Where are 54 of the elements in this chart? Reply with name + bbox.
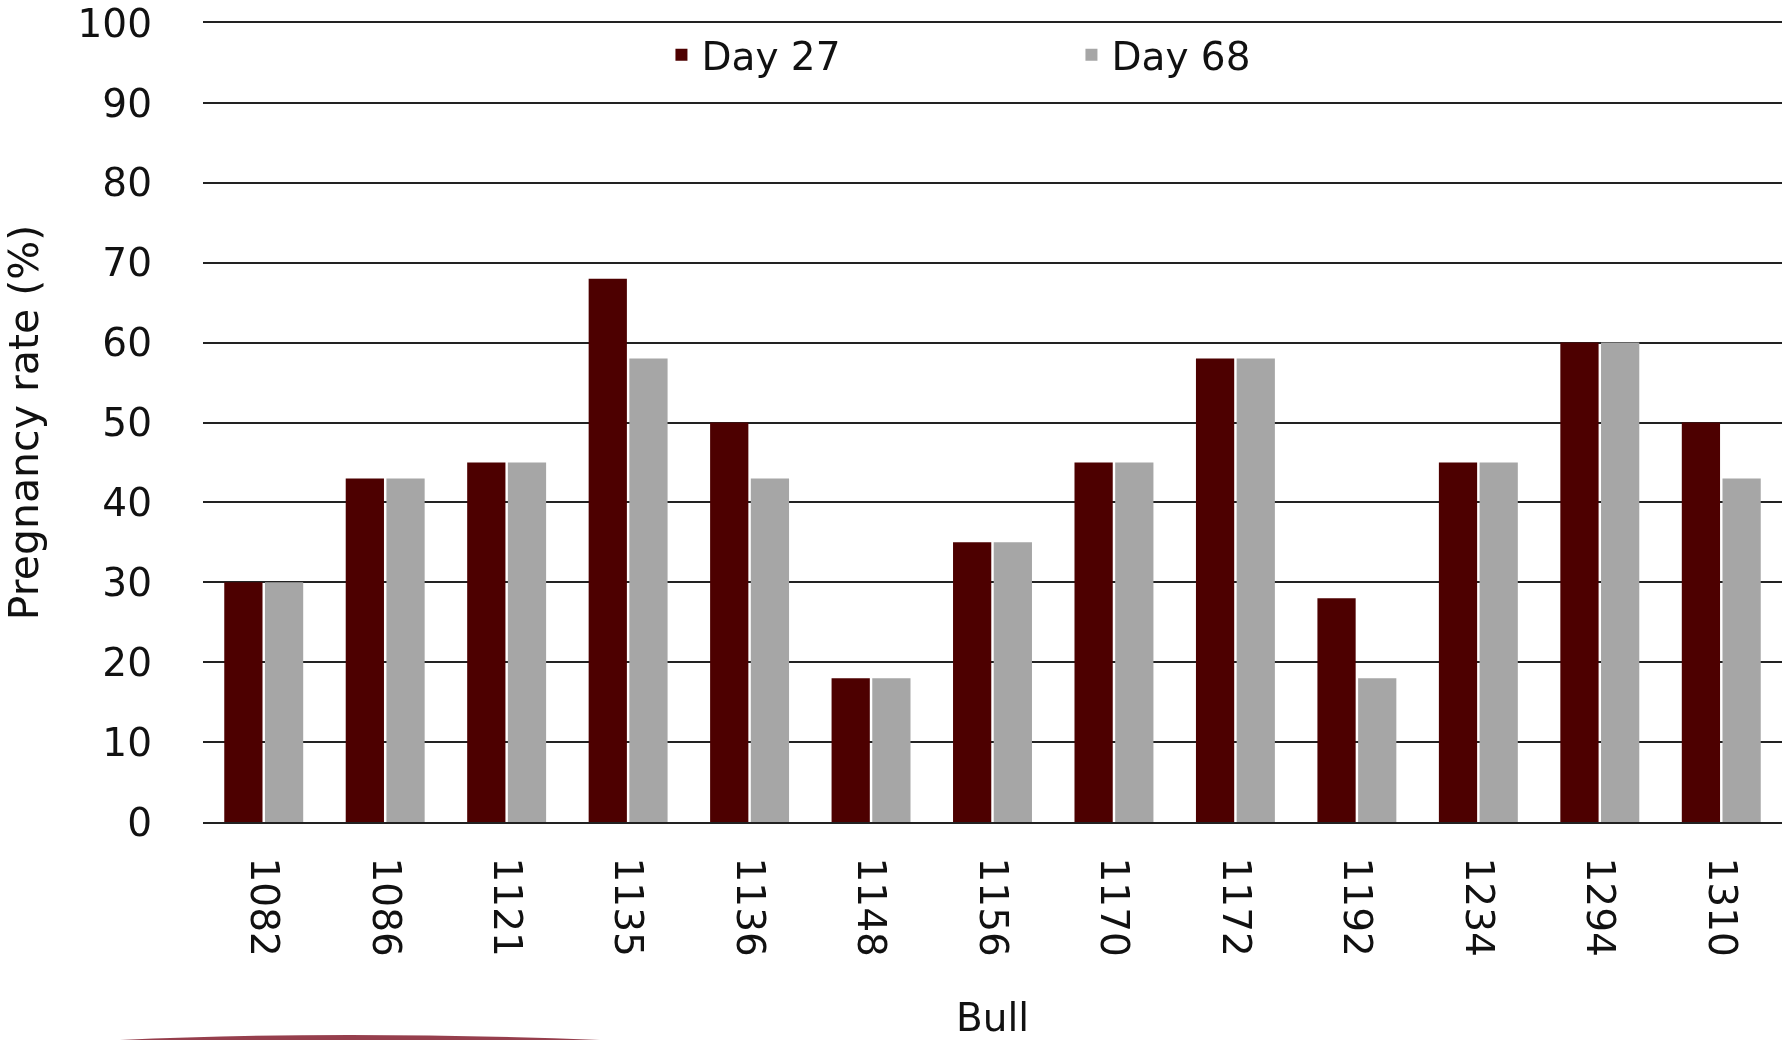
y-axis-title: Pregnancy rate (%)	[0, 224, 48, 621]
y-tick-label: 40	[102, 480, 152, 526]
bar	[588, 278, 627, 822]
y-tick-label: 70	[102, 240, 152, 286]
bar	[467, 462, 506, 822]
y-tick-label: 0	[127, 799, 152, 845]
y-tick-label: 20	[102, 639, 152, 685]
y-tick-label: 10	[102, 719, 152, 765]
x-tick-label: 1148	[849, 857, 895, 957]
bar	[710, 422, 749, 822]
bar	[1358, 678, 1397, 822]
legend-label: Day 68	[1111, 34, 1251, 80]
x-tick-label: 1135	[606, 857, 652, 957]
bar	[1722, 478, 1761, 822]
x-tick-label: 1172	[1213, 857, 1259, 957]
x-tick-label: 1136	[727, 857, 773, 957]
x-tick-label: 1294	[1578, 857, 1624, 957]
x-tick-label: 1192	[1335, 857, 1381, 957]
y-tick-label: 30	[102, 559, 152, 605]
bar	[345, 478, 384, 822]
bar	[1479, 462, 1518, 822]
bar	[1317, 598, 1356, 822]
x-tick-label: 1082	[242, 857, 288, 957]
bar	[224, 582, 263, 822]
x-axis-title: Bull	[955, 995, 1030, 1040]
bar	[1074, 462, 1113, 822]
bar	[993, 542, 1032, 822]
bar	[1236, 358, 1275, 822]
bar	[386, 478, 425, 822]
bar	[1115, 462, 1154, 822]
bar	[750, 478, 790, 822]
bar	[1560, 342, 1599, 822]
bar	[1681, 422, 1721, 822]
bar	[629, 358, 668, 822]
bar	[953, 542, 992, 822]
bar	[1195, 358, 1235, 822]
bar	[1438, 462, 1478, 822]
bar	[831, 678, 870, 822]
x-tick-label: 1170	[1092, 857, 1138, 957]
bar	[1601, 342, 1640, 822]
x-tick-label: 1121	[484, 857, 530, 957]
x-tick-label: 1234	[1456, 857, 1502, 957]
y-tick-label: 90	[102, 80, 152, 126]
x-tick-label: 1156	[970, 857, 1016, 957]
x-tick-label: 1310	[1699, 857, 1745, 957]
bar	[264, 582, 304, 822]
y-tick-label: 60	[102, 320, 152, 366]
y-tick-label: 50	[102, 400, 152, 446]
x-tick-label: 1086	[363, 857, 409, 957]
bar	[507, 462, 547, 822]
bar	[872, 678, 911, 822]
legend-label: Day 27	[701, 34, 841, 80]
y-tick-label: 80	[102, 160, 152, 206]
y-tick-label: 100	[77, 0, 152, 46]
